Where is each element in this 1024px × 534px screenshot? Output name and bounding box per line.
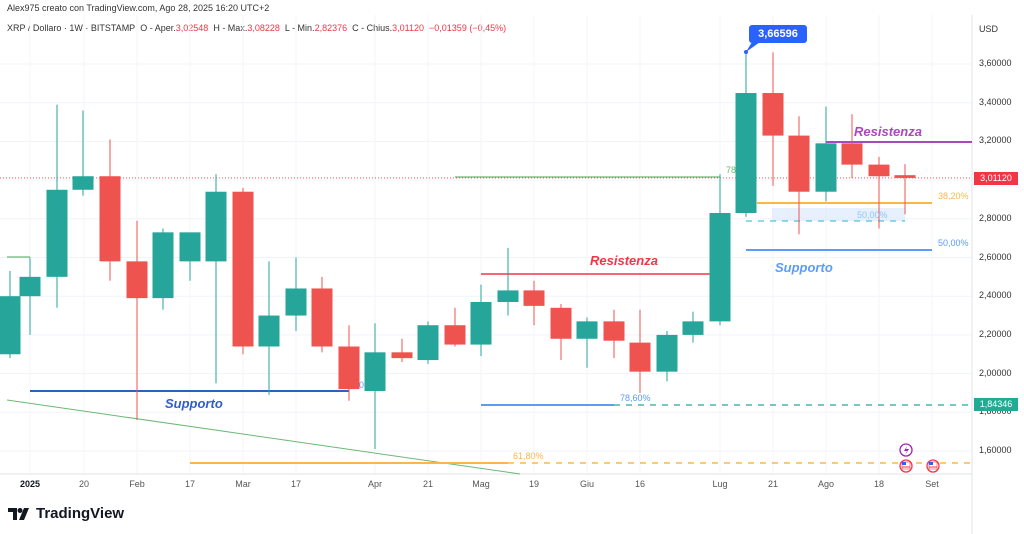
candle-up — [576, 321, 598, 339]
price-tick: 3,20000 — [979, 135, 1012, 146]
candle-up — [258, 315, 280, 347]
candle-down — [550, 307, 572, 339]
time-tick: 20 — [78, 479, 90, 489]
candle-up — [364, 352, 386, 392]
us-flag-canton — [902, 462, 906, 465]
support-label-dark[interactable]: Supporto — [165, 396, 223, 411]
candle-down — [603, 321, 625, 341]
time-tick: 21 — [767, 479, 779, 489]
current-price-tag: 3,01120 — [974, 172, 1018, 185]
candle-up — [0, 296, 21, 355]
candle-down — [841, 143, 863, 165]
candle-up — [709, 212, 731, 322]
candle-up — [497, 290, 519, 303]
candle-down — [629, 342, 651, 372]
candle-up — [470, 302, 492, 345]
currency-label: USD — [979, 24, 999, 34]
time-tick: 2025 — [19, 479, 41, 489]
price-tick: 2,80000 — [979, 212, 1012, 223]
close-label: C - Chius. — [352, 23, 393, 33]
candle-down — [868, 164, 890, 177]
candle-down — [788, 135, 810, 192]
open-label: O - Aper. — [140, 23, 176, 33]
candle-down — [126, 261, 148, 299]
price-tick: 2,20000 — [979, 328, 1012, 339]
fib-382-label: 38,20% — [938, 191, 969, 201]
time-tick: Apr — [367, 479, 383, 489]
price-tick: 3,40000 — [979, 96, 1012, 107]
high-price-bubble[interactable]: 3,66596 — [749, 25, 807, 43]
candle-down — [232, 191, 254, 347]
time-tick: Lug — [712, 479, 728, 489]
trend-line — [6, 399, 521, 475]
candle-down — [311, 288, 333, 347]
symbol-label[interactable]: XRP / Dollaro · 1W · BITSTAMP — [7, 23, 136, 33]
fib-50-label-a: 50,00% — [857, 210, 888, 220]
tradingview-logo[interactable]: TradingView — [8, 505, 124, 522]
high-label: H - Max. — [213, 23, 248, 33]
low-value: 2,82376 — [314, 23, 348, 33]
level-price-tag: 1,84346 — [974, 398, 1018, 411]
candle-up — [205, 191, 227, 262]
candle-down — [391, 352, 413, 359]
candle-down — [338, 346, 360, 390]
candle-up — [656, 334, 678, 372]
change-value: −0,01359 (−0,45%) — [429, 23, 507, 33]
time-tick: 21 — [422, 479, 434, 489]
price-tick: 1,60000 — [979, 445, 1012, 455]
fib-50-label-b: 50,00% — [938, 238, 969, 248]
candle-up — [682, 321, 704, 335]
fib-zone — [772, 208, 905, 221]
candle-down — [99, 176, 121, 262]
candle-up — [285, 288, 307, 316]
candle-down — [444, 325, 466, 345]
ohlc-legend: XRP / Dollaro · 1W · BITSTAMP O - Aper.3… — [7, 23, 506, 33]
price-tick: 3,60000 — [979, 58, 1012, 68]
price-tick: 1,80000 — [979, 406, 1012, 417]
fib-786-label: 78,60% — [620, 393, 651, 403]
price-tick: 2,00000 — [979, 367, 1012, 378]
candle-up — [735, 93, 757, 213]
candle-up — [152, 232, 174, 299]
chart-credit: Alex975 creato con TradingView.com, Ago … — [7, 3, 270, 13]
open-value: 3,02548 — [175, 23, 209, 33]
bubble-pointer — [746, 42, 760, 52]
time-tick: 19 — [528, 479, 540, 489]
price-tick: 2,60000 — [979, 251, 1012, 262]
time-tick: Feb — [129, 479, 145, 489]
candle-up — [72, 176, 94, 190]
logo-text: TradingView — [36, 505, 125, 522]
time-tick: Giu — [579, 479, 595, 489]
candle-up — [417, 325, 439, 361]
support-label-light[interactable]: Supporto — [775, 260, 833, 275]
candle-up — [815, 143, 837, 192]
tradingview-logo-icon — [8, 507, 29, 520]
lightning-icon — [904, 446, 909, 455]
candle-up — [179, 232, 201, 262]
candle-up — [19, 276, 41, 297]
resistance-label-purple[interactable]: Resistenza — [854, 124, 922, 139]
time-tick: Mag — [472, 479, 490, 489]
time-tick: Set — [925, 479, 939, 489]
resistance-label-red[interactable]: Resistenza — [590, 253, 658, 268]
time-tick: Ago — [817, 479, 835, 489]
close-value: 3,01120 — [392, 23, 425, 33]
high-value: 3,08228 — [247, 23, 280, 33]
time-tick: Mar — [235, 479, 251, 489]
candle-up — [46, 189, 68, 277]
low-label: L - Min. — [284, 23, 315, 33]
time-tick: 18 — [873, 479, 885, 489]
fib-0-partial-label: 0 — [359, 380, 365, 390]
candle-down — [762, 93, 784, 136]
fib-78-partial-label: 78 — [726, 165, 737, 175]
time-tick: 17 — [290, 479, 302, 489]
candle-down — [523, 290, 545, 306]
us-flag-canton — [929, 462, 933, 465]
time-tick: 16 — [634, 479, 646, 489]
price-tick: 2,40000 — [979, 290, 1012, 301]
fib-618-label: 61,80% — [513, 451, 544, 461]
time-tick: 17 — [184, 479, 196, 489]
candle-down — [894, 175, 916, 178]
